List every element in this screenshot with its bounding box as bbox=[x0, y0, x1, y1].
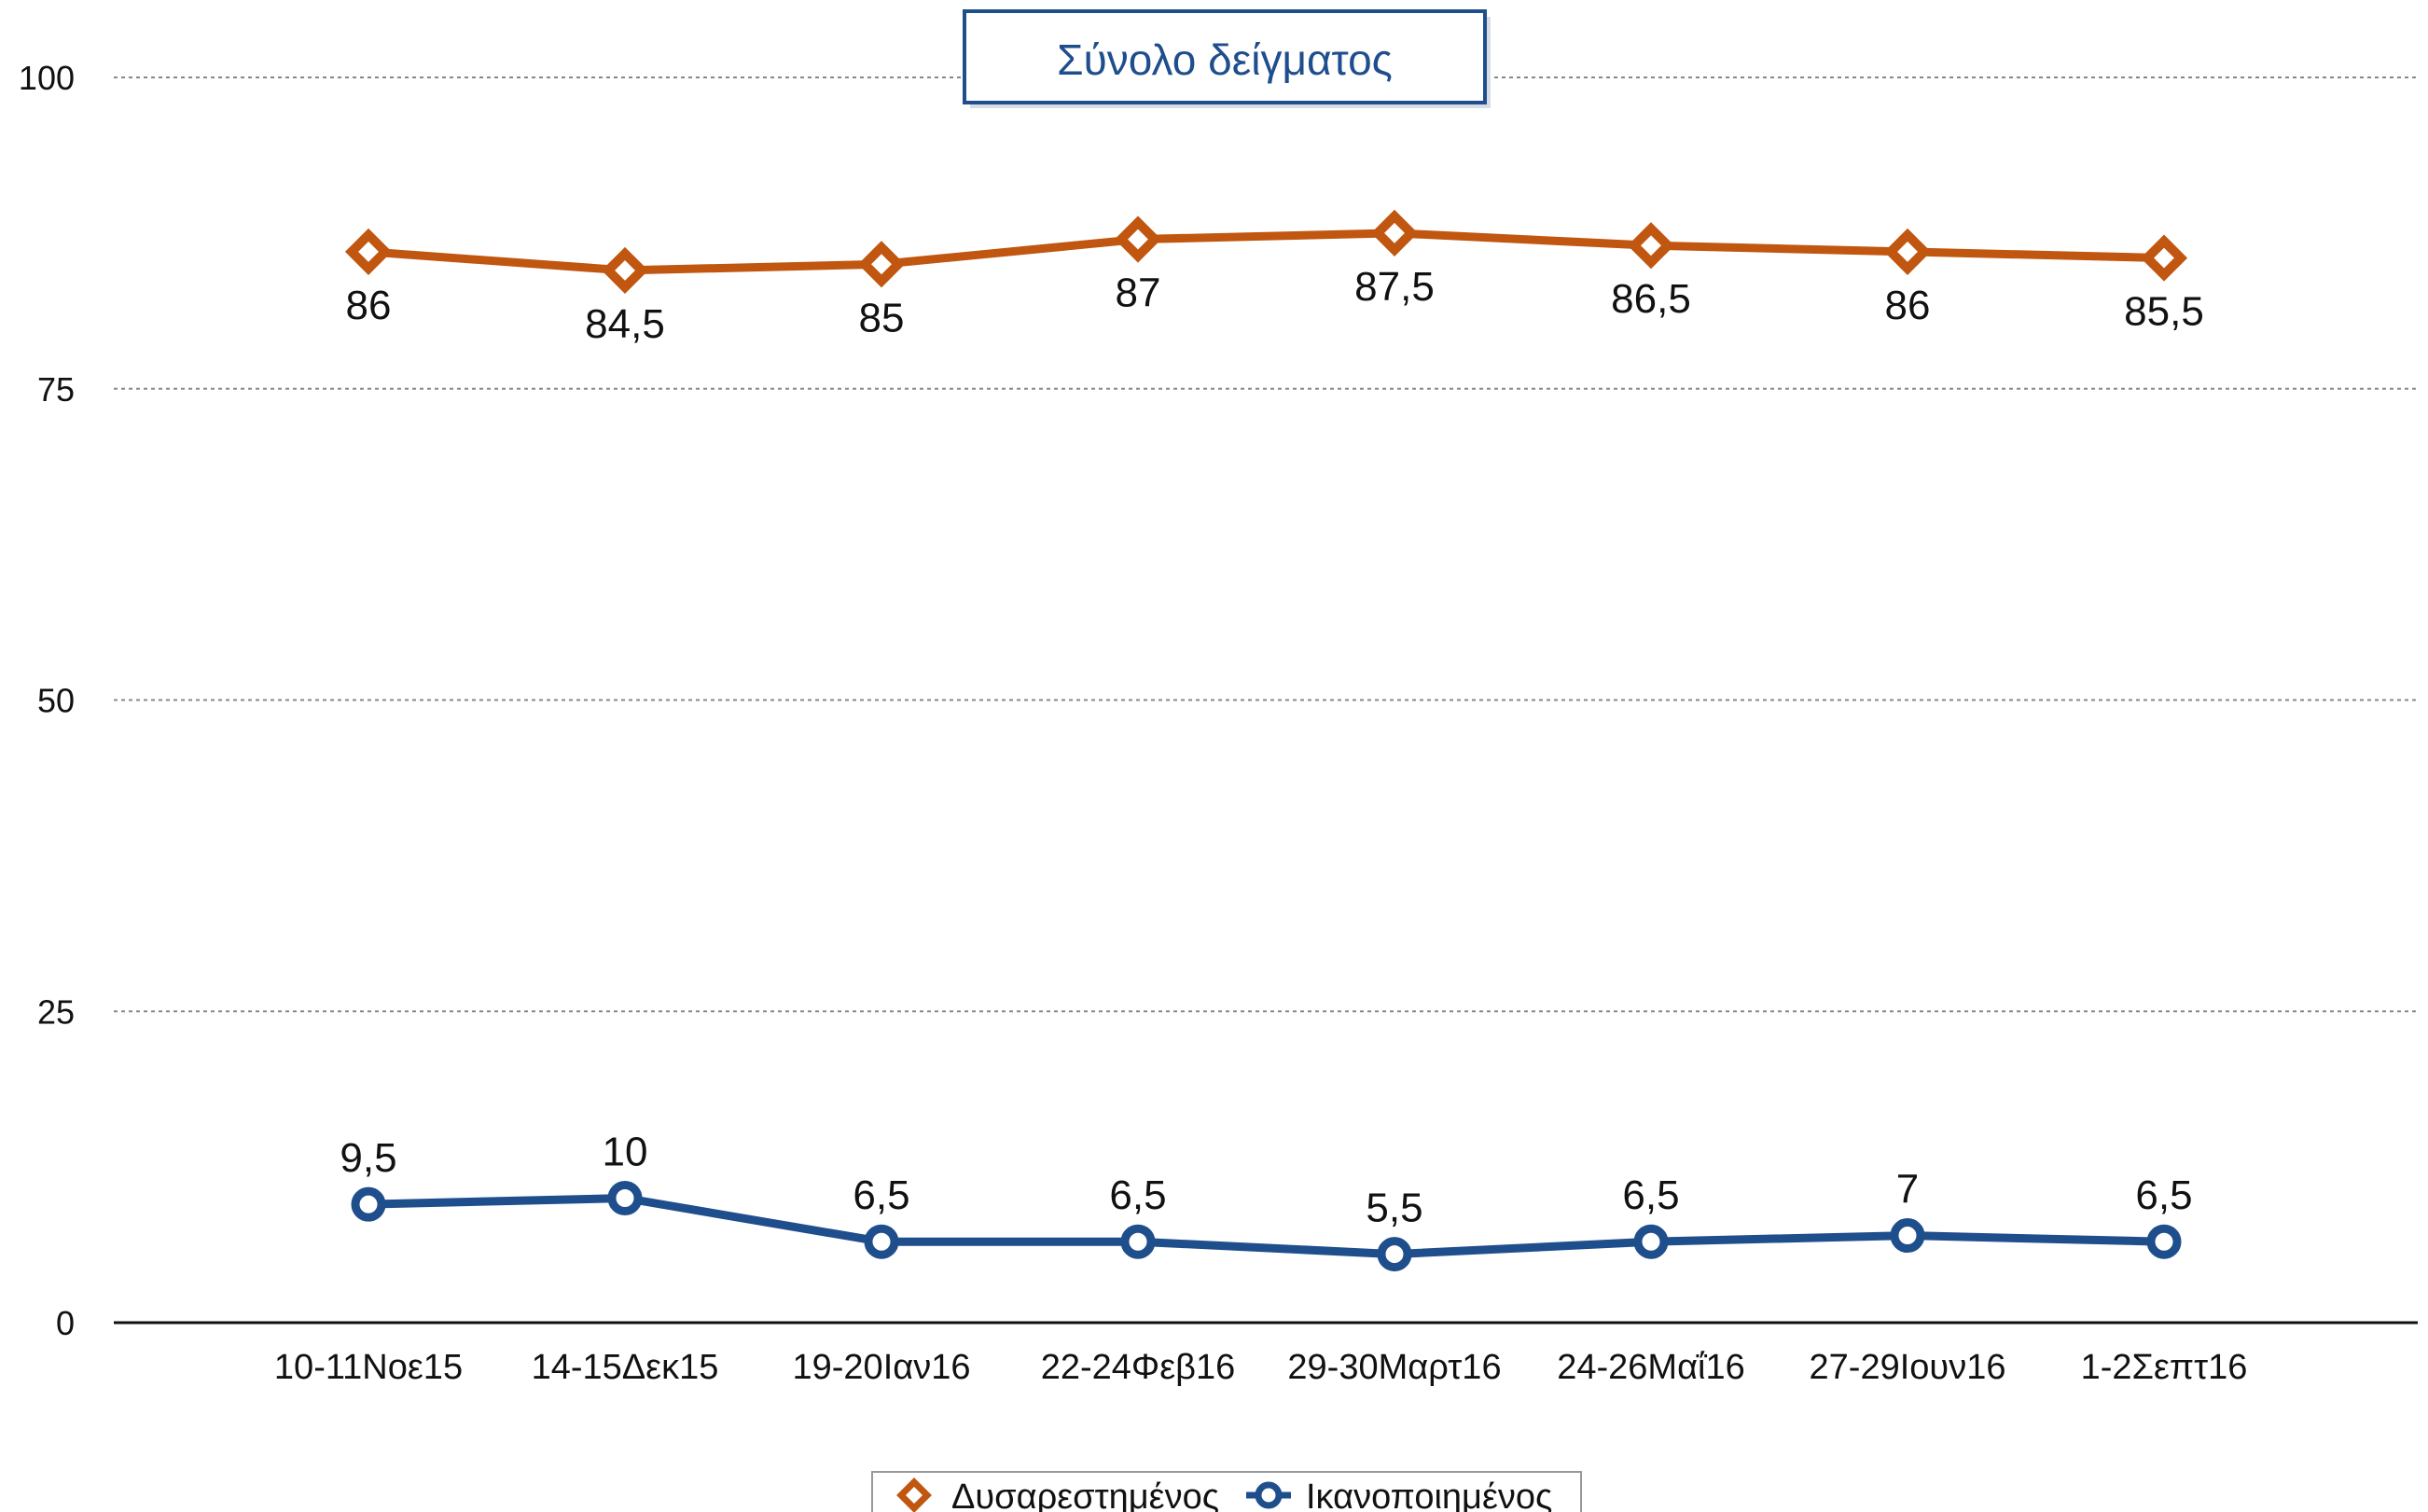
y-tick-label-50: 50 bbox=[37, 682, 75, 720]
grid-layer bbox=[114, 76, 2418, 1013]
legend-label: Δυσαρεστημένος bbox=[951, 1477, 1219, 1512]
data-label: 86 bbox=[1885, 283, 1931, 328]
y-tick-label-25: 25 bbox=[37, 992, 75, 1031]
data-point-diamond bbox=[1114, 215, 1162, 263]
x-tick-label: 1-2Σεπτ16 bbox=[2081, 1348, 2248, 1387]
series-2: 9,5 10 6,5 6,5 5,5 6,5 7 6,5 bbox=[340, 1130, 2193, 1272]
legend-marker-diamond bbox=[896, 1477, 932, 1512]
legend: Δυσαρεστημένος Ικανοποιημένος bbox=[871, 1471, 1582, 1512]
data-point-diamond bbox=[1627, 222, 1675, 270]
data-label: 6,5 bbox=[1622, 1172, 1679, 1218]
legend-label: Ικανοποιημένος bbox=[1306, 1477, 1552, 1512]
data-point-circle bbox=[1633, 1224, 1669, 1259]
data-label: 6,5 bbox=[2135, 1172, 2192, 1218]
x-tick-label: 22-24Φεβ16 bbox=[1041, 1348, 1236, 1387]
series-1: 86 84,5 85 87 87,5 86,5 86 85,5 bbox=[344, 209, 2204, 347]
data-label: 7 bbox=[1896, 1167, 1919, 1213]
x-tick-label: 19-20Ιαν16 bbox=[793, 1348, 971, 1387]
data-point-circle bbox=[351, 1186, 386, 1222]
y-tick-label-100: 100 bbox=[19, 59, 75, 97]
data-label: 84,5 bbox=[585, 301, 665, 347]
title-box: Σύνολο δείγματος bbox=[963, 9, 1491, 108]
data-point-diamond bbox=[344, 228, 393, 275]
y-tick-label-75: 75 bbox=[37, 370, 75, 409]
x-tick-label: 10-11Νοε15 bbox=[274, 1348, 463, 1387]
data-label: 6,5 bbox=[1109, 1172, 1166, 1218]
axis-layer: 0 25 50 75 100 10-11Νοε15 14-15Δεκ15 19-20Ιαν16… bbox=[19, 59, 2418, 1387]
legend-frame bbox=[871, 1471, 1582, 1512]
data-label: 9,5 bbox=[340, 1135, 396, 1181]
title-box-frame bbox=[963, 9, 1487, 104]
data-label: 85,5 bbox=[2124, 289, 2204, 335]
data-point-diamond bbox=[857, 241, 906, 288]
x-tick-label: 27-29Ιουν16 bbox=[1810, 1348, 2006, 1387]
data-label: 5,5 bbox=[1366, 1186, 1422, 1231]
x-tick-label: 24-26Μαΐ16 bbox=[1557, 1348, 1745, 1387]
data-label: 6,5 bbox=[853, 1172, 909, 1218]
x-tick-label: 14-15Δεκ15 bbox=[532, 1348, 719, 1387]
y-tick-label-0: 0 bbox=[56, 1304, 75, 1342]
data-label: 87 bbox=[1116, 270, 1161, 316]
series-line bbox=[364, 1194, 2169, 1259]
data-point-diamond bbox=[601, 246, 649, 294]
series-line bbox=[364, 229, 2169, 275]
x-tick-label: 29-30Μαρτ16 bbox=[1287, 1348, 1501, 1387]
data-point-circle bbox=[607, 1181, 643, 1215]
data-label: 10 bbox=[603, 1130, 648, 1175]
data-point-diamond bbox=[1370, 209, 1419, 257]
data-point-circle bbox=[1890, 1218, 1925, 1254]
data-label: 86,5 bbox=[1611, 276, 1691, 322]
data-label: 85 bbox=[859, 295, 905, 340]
data-point-circle bbox=[864, 1224, 899, 1259]
data-point-circle bbox=[1120, 1224, 1156, 1259]
chart-title: Σύνολο δείγματος bbox=[1057, 35, 1393, 84]
data-label: 87,5 bbox=[1354, 264, 1435, 310]
data-point-diamond bbox=[1883, 228, 1932, 275]
series-layer: 86 84,5 85 87 87,5 86,5 86 85,5 9,5 10 6,5 6,5 5,5 6,… bbox=[340, 209, 2204, 1272]
legend-marker-circle bbox=[1255, 1481, 1283, 1509]
data-label: 86 bbox=[346, 283, 392, 328]
data-point-diamond bbox=[2140, 234, 2188, 282]
data-point-circle bbox=[2146, 1224, 2182, 1259]
data-point-circle bbox=[1377, 1237, 1412, 1272]
